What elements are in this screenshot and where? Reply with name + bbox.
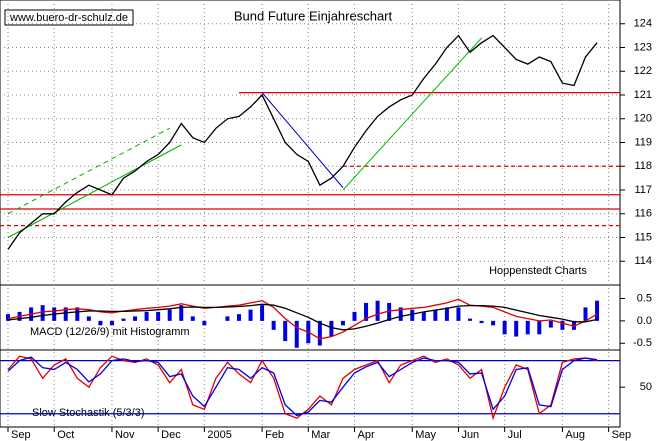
histogram-bar <box>595 300 600 321</box>
histogram-bar <box>548 320 553 328</box>
histogram-bar <box>86 316 91 321</box>
series-line <box>7 303 598 331</box>
histogram-bar <box>375 300 380 321</box>
y-tick-label: 0.0 <box>637 315 652 327</box>
histogram-bar <box>514 320 519 337</box>
y-tick-label: 118 <box>634 160 652 172</box>
histogram-bar <box>202 320 207 326</box>
x-tick-label: Jun <box>461 429 479 441</box>
histogram-bar <box>479 320 484 324</box>
histogram-bar <box>63 307 68 321</box>
x-tick-label: Oct <box>57 429 74 441</box>
histogram-bar <box>583 307 588 321</box>
x-tick-label: May <box>415 429 436 441</box>
histogram-bar <box>144 311 149 321</box>
histogram-bar <box>190 316 195 321</box>
y-tick-label: 117 <box>634 184 652 196</box>
histogram-bar <box>237 314 241 321</box>
x-tick-label: Nov <box>115 429 135 441</box>
histogram-bar <box>179 305 184 321</box>
histogram-bar <box>167 309 172 321</box>
y-tick-label: 0.5 <box>637 292 652 304</box>
histogram-bar <box>537 320 542 335</box>
x-tick-label: Feb <box>265 429 284 441</box>
histogram-bar <box>444 307 449 321</box>
histogram-bar <box>364 302 369 321</box>
y-tick-label: 119 <box>634 136 652 148</box>
histogram-bar <box>468 318 472 321</box>
histogram-bar <box>560 320 565 330</box>
y-tick-label: 122 <box>634 65 652 77</box>
histogram-bar <box>329 320 334 337</box>
histogram-bar <box>502 320 507 335</box>
x-tick-label: Sep <box>612 429 632 441</box>
watermark: www.buero-dr-schulz.de <box>9 12 128 24</box>
y-tick-label: -0.5 <box>633 337 652 349</box>
histogram-bar <box>294 320 299 348</box>
source-label: Hoppenstedt Charts <box>489 265 587 277</box>
histogram-bar <box>283 320 288 342</box>
y-tick-label: 116 <box>634 208 652 220</box>
trend-line <box>342 37 482 191</box>
histogram-bar <box>248 309 253 321</box>
histogram-bar <box>156 311 161 321</box>
x-tick-label: 2005 <box>207 429 231 441</box>
series-line <box>7 34 598 250</box>
x-tick-label: Dec <box>161 429 181 441</box>
trend-line <box>7 144 182 238</box>
chart-title: Bund Future Einjahreschart <box>234 8 393 23</box>
x-tick-label: Sep <box>11 429 31 441</box>
trend-line <box>261 92 344 188</box>
y-tick-label: 115 <box>634 231 652 243</box>
histogram-bar <box>398 307 403 321</box>
histogram-bar <box>340 320 345 326</box>
histogram-bar <box>133 316 138 321</box>
histogram-bar <box>271 320 276 330</box>
histogram-bar <box>433 309 438 321</box>
trend-line <box>7 127 170 215</box>
series-line <box>7 356 598 417</box>
histogram-bar <box>491 320 496 326</box>
histogram-bar <box>352 311 357 321</box>
y-tick-label: 124 <box>634 18 652 30</box>
histogram-bar <box>571 320 576 330</box>
watermark-box <box>4 9 134 26</box>
histogram-bar <box>525 320 530 335</box>
histogram-bar <box>121 318 126 321</box>
y-tick-label: 121 <box>634 89 652 101</box>
histogram-bar <box>260 305 265 321</box>
y-tick-label: 114 <box>634 255 652 267</box>
histogram-bar <box>410 309 415 321</box>
histogram-bar <box>98 320 103 326</box>
histogram-bar <box>421 311 426 321</box>
y-tick-label: 50 <box>640 381 652 393</box>
histogram-bar <box>40 305 45 321</box>
histogram-bar <box>225 316 230 321</box>
x-tick-label: Mar <box>311 429 330 441</box>
histogram-bar <box>317 320 322 346</box>
histogram-bar <box>387 302 392 321</box>
series-line <box>7 298 598 340</box>
histogram-bar <box>6 314 10 321</box>
histogram-bar <box>75 307 80 321</box>
y-tick-label: 123 <box>634 41 652 53</box>
stochastic-title: Slow Stochastik (5/3/3) <box>32 407 145 419</box>
x-tick-label: Apr <box>358 429 375 441</box>
x-tick-label: Aug <box>565 429 585 441</box>
macd-title: MACD (12/26/9) mit Histogramm <box>30 326 190 338</box>
histogram-bar <box>456 307 461 321</box>
y-tick-label: 120 <box>634 113 652 125</box>
histogram-bar <box>109 320 114 326</box>
x-tick-label: Jul <box>508 429 522 441</box>
